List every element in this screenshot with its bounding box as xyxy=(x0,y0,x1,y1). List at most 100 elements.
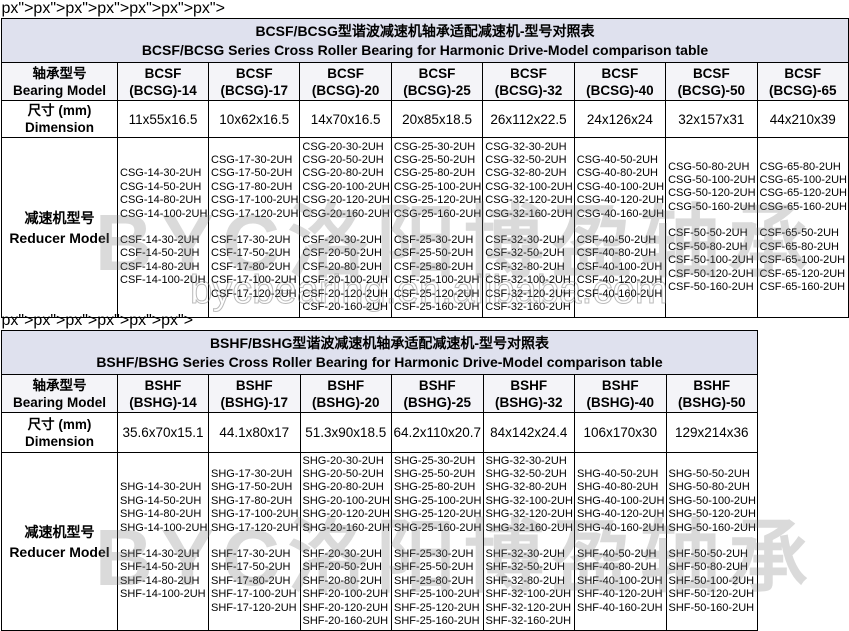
reducer-model-item: CSF-20-50-2UH xyxy=(302,247,382,260)
reducer-model-item: SHG-40-80-2UH xyxy=(577,481,659,494)
reducer-model-item: CSG-32-120-2UH xyxy=(485,194,573,207)
label-en: Dimension xyxy=(24,120,94,135)
reducer-model-item: CSG-17-80-2UH xyxy=(211,180,293,193)
dimension-cell: 44x210x39 xyxy=(756,100,849,138)
reducer-model-item: CSG-65-120-2UH xyxy=(759,187,847,200)
reducer-model-item: SHF-20-30-2UH xyxy=(302,548,382,560)
reducer-model-item: SHG-20-160-2UH xyxy=(302,521,390,534)
reducer-model-item: CSF-20-80-2UH xyxy=(302,260,382,273)
reducer-model-item: CSG-20-100-2UH xyxy=(302,180,390,193)
model-line1: BCSF xyxy=(235,65,273,81)
reducer-model-item: SHF-32-120-2UH xyxy=(485,601,572,614)
reducer-model-item: SHF-14-100-2UH xyxy=(120,588,206,601)
model-line2: (BCSG)-14 xyxy=(129,82,197,98)
dimension-cell: 32x157x31 xyxy=(665,100,758,138)
reducer-model-item: CSF-32-30-2UH xyxy=(485,234,565,246)
bearing-model-header: BSHF (BSHG)-50 xyxy=(665,374,758,413)
reducer-model-item: CSG-40-160-2UH xyxy=(576,207,665,220)
reducer-model-item: CSG-32-160-2UH xyxy=(485,207,573,220)
reducer-model-item: CSF-20-120-2UH xyxy=(302,287,389,300)
dimension-row: 尺寸 (mm) Dimension 11x55x16.5 10x62x16.5 14x7… xyxy=(1,100,849,138)
reducer-model-item: SHF-17-120-2UH xyxy=(211,601,297,614)
model-line1: BSHF xyxy=(418,377,456,393)
reducer-model-item: SHF-32-160-2UH xyxy=(485,615,572,628)
reducer-model-item: CSG-20-30-2UH xyxy=(302,140,384,153)
reducer-model-item: CSG-25-30-2UH xyxy=(393,140,476,153)
reducer-model-item: CSF-40-50-2UH xyxy=(576,234,657,246)
reducer-model-item: SHF-25-50-2UH xyxy=(394,561,474,574)
reducer-model-item: CSF-17-50-2UH xyxy=(211,247,291,260)
reducer-model-item: SHF-14-30-2UH xyxy=(120,548,200,560)
label-cn: 减速机型号 xyxy=(24,523,95,540)
label-en: Bearing Model xyxy=(12,394,106,410)
reducer-model-item: CSG-50-100-2UH xyxy=(668,174,756,187)
dimension-cell: 35.6x70x15.1 xyxy=(117,412,209,453)
dimension-cell: 129x214x36 xyxy=(665,412,758,453)
dimension-cell: 26x112x22.5 xyxy=(482,100,575,138)
reducer-model-cell: CSG-17-30-2UH CSG-17-50-2UH CSG-17-80-2UH C… xyxy=(207,137,301,318)
bearing-model-header: BCSF (BCSG)-20 xyxy=(299,62,392,101)
model-line1: BSHF xyxy=(144,377,182,393)
model-line2: (BSHG)-32 xyxy=(494,394,563,410)
model-line2: (BSHG)-25 xyxy=(403,394,471,410)
reducer-model-item: CSF-40-100-2UH xyxy=(576,260,663,273)
reducer-model-item: CSF-32-100-2UH xyxy=(485,274,571,287)
reducer-model-cell: CSG-32-30-2UH CSG-32-50-2UH CSG-32-80-2UH C… xyxy=(482,137,575,318)
reducer-model-item: CSF-17-120-2UH xyxy=(211,287,297,300)
reducer-model-item: SHF-40-120-2UH xyxy=(577,588,663,601)
model-line2: (BCSG)-25 xyxy=(403,82,471,98)
reducer-model-item: CSF-40-80-2UH xyxy=(576,247,657,260)
model-line2: (BCSG)-50 xyxy=(677,82,746,98)
table-title: BSHF/BSHG型谐波减速机轴承适配减速机-型号对照表 BSHF/BSHG Se… xyxy=(1,330,758,375)
reducer-model-item: SHG-40-50-2UH xyxy=(577,467,659,480)
reducer-model-item: SHF-32-100-2UH xyxy=(485,588,572,601)
reducer-model-item: SHG-20-100-2UH xyxy=(302,494,390,507)
label-cn: 轴承型号 xyxy=(32,377,87,393)
bearing-model-header: BSHF (BSHG)-25 xyxy=(391,374,484,413)
reducer-model-item: CSG-25-50-2UH xyxy=(393,153,476,166)
reducer-model-item: SHG-25-120-2UH xyxy=(394,508,482,521)
reducer-model-item: SHF-50-100-2UH xyxy=(668,574,755,587)
reducer-model-item: SHF-17-30-2UH xyxy=(211,548,291,560)
reducer-model-item: SHF-14-80-2UH xyxy=(120,574,200,587)
reducer-model-label: 减速机型号 Reducer Model xyxy=(1,137,118,318)
dimension-label: 尺寸 (mm) Dimension xyxy=(1,100,118,138)
reducer-model-cell: CSG-50-80-2UH CSG-50-100-2UH CSG-50-120-2U… xyxy=(665,137,758,318)
model-line2: (BSHG)-40 xyxy=(586,394,654,410)
reducer-model-item: SHG-50-80-2UH xyxy=(668,481,750,494)
model-line1: BSHF xyxy=(327,377,365,393)
model-line1: BSHF xyxy=(235,377,273,393)
reducer-model-cell: CSG-40-50-2UH CSG-40-80-2UH CSG-40-100-2UH… xyxy=(573,137,667,318)
dimension-cell: 44.1x80x17 xyxy=(208,412,301,453)
reducer-model-item: SHF-32-30-2UH xyxy=(485,548,565,560)
reducer-model-item: SHG-14-80-2UH xyxy=(120,508,202,521)
reducer-model-item: SHG-25-160-2UH xyxy=(394,521,482,534)
dimension-cell: 51.3x90x18.5 xyxy=(299,412,392,453)
reducer-model-item: CSG-17-50-2UH xyxy=(211,167,293,180)
reducer-model-label: 减速机型号 Reducer Model xyxy=(1,452,118,631)
reducer-model-item: CSF-17-80-2UH xyxy=(211,260,291,273)
reducer-model-item: CSG-25-80-2UH xyxy=(393,167,476,180)
reducer-model-item: SHG-32-120-2UH xyxy=(485,508,573,521)
reducer-model-item: CSG-20-50-2UH xyxy=(302,153,384,166)
bcsf-comparison-table: px">px">px">px">px">px">px"> BCSF/BCSG型谐波… xyxy=(1,0,849,318)
dimension-cell: 14x70x16.5 xyxy=(299,100,392,138)
reducer-model-item: SHG-20-80-2UH xyxy=(302,481,384,494)
reducer-model-item: SHF-25-160-2UH xyxy=(394,615,480,628)
reducer-model-item: CSF-14-30-2UH xyxy=(120,234,200,246)
reducer-model-item: SHF-25-120-2UH xyxy=(394,601,480,614)
reducer-model-cell: CSG-65-80-2UH CSG-65-100-2UH CSG-65-120-2U… xyxy=(756,137,849,318)
dimension-cell: 106x170x30 xyxy=(574,412,667,453)
reducer-model-item: SHG-17-30-2UH xyxy=(211,467,293,480)
reducer-model-item: SHF-17-50-2UH xyxy=(211,561,291,574)
reducer-model-item: SHG-17-120-2UH xyxy=(211,521,299,534)
bearing-model-label: 轴承型号 Bearing Model xyxy=(1,62,118,101)
model-line1: BCSF xyxy=(144,65,182,81)
reducer-model-item: SHG-17-100-2UH xyxy=(211,508,299,521)
bearing-model-header: BCSF (BCSG)-65 xyxy=(756,62,849,101)
reducer-model-item: SHF-32-50-2UH xyxy=(485,561,565,574)
reducer-model-item: CSG-32-80-2UH xyxy=(485,167,567,180)
reducer-model-item: SHG-50-160-2UH xyxy=(668,521,756,534)
reducer-model-item: CSG-25-160-2UH xyxy=(393,207,482,220)
header-row: 轴承型号 Bearing Model BSHF (BSHG)-14 BSHF (BSHG)… xyxy=(1,374,758,413)
